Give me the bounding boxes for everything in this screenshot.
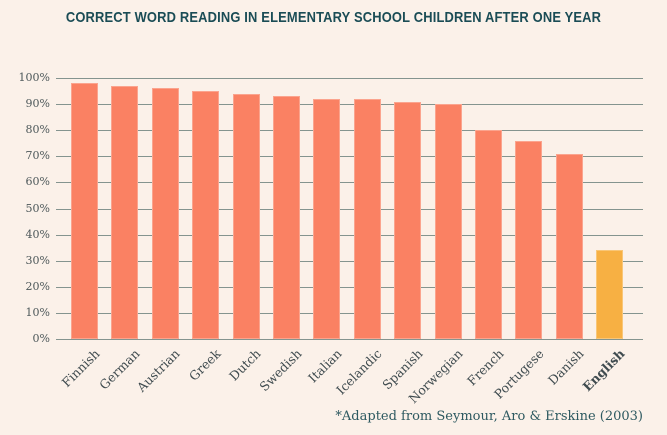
bar-greek (192, 91, 220, 339)
bar-icelandic (353, 98, 381, 339)
y-tick-label-30: 30% (25, 254, 50, 267)
gridline-90 (56, 104, 643, 105)
gridline-30 (56, 261, 643, 262)
bar-finnish (71, 83, 98, 339)
y-tick-label-20: 20% (25, 280, 50, 293)
gridline-60 (56, 182, 643, 183)
y-tick-label-80: 80% (25, 123, 50, 136)
y-tick-label-90: 90% (25, 97, 50, 110)
bar-spanish (394, 101, 422, 339)
gridline-80 (56, 130, 643, 131)
y-tick-label-40: 40% (25, 228, 50, 241)
gridline-20 (56, 287, 643, 288)
y-tick-label-70: 70% (25, 149, 50, 162)
y-tick-label-0: 0% (32, 332, 50, 345)
source-footnote: *Adapted from Seymour, Aro & Erskine (20… (335, 409, 643, 424)
bar-portugese (515, 140, 543, 339)
bar-norwegian (434, 104, 462, 339)
gridline-50 (56, 209, 643, 210)
gridline-40 (56, 235, 643, 236)
bar-french (475, 130, 502, 339)
gridline-10 (56, 313, 643, 314)
gridline-70 (56, 156, 643, 157)
chart-title: CORRECT WORD READING IN ELEMENTARY SCHOO… (65, 9, 602, 26)
y-tick-label-100: 100% (18, 71, 50, 84)
bar-italian (313, 98, 341, 339)
bar-danish (555, 153, 583, 339)
y-tick-label-60: 60% (25, 175, 50, 188)
bar-swedish (273, 96, 300, 339)
plot-area (56, 78, 643, 340)
y-tick-label-10: 10% (25, 306, 50, 319)
gridline-100 (56, 78, 643, 79)
bar-dutch (232, 93, 260, 339)
bar-german (111, 85, 139, 339)
bar-austrian (151, 88, 179, 339)
bar-english (596, 250, 624, 339)
y-tick-label-50: 50% (25, 202, 50, 215)
gridline-0 (56, 339, 643, 340)
